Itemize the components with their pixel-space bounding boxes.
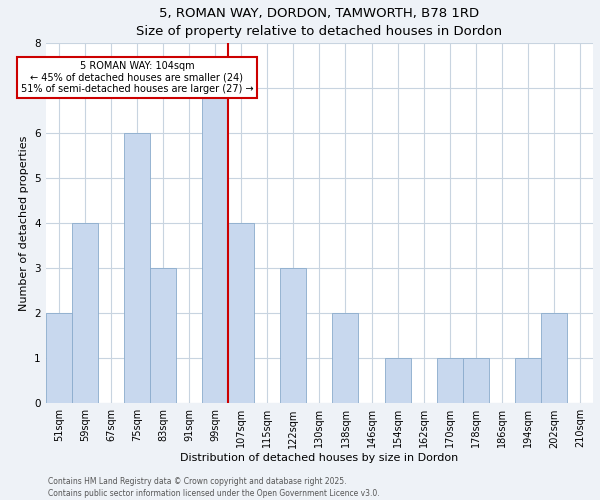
Bar <box>46 314 72 404</box>
Bar <box>150 268 176 404</box>
X-axis label: Distribution of detached houses by size in Dordon: Distribution of detached houses by size … <box>180 453 458 463</box>
Bar <box>515 358 541 404</box>
Bar <box>541 314 567 404</box>
Bar <box>124 134 150 404</box>
Bar <box>332 314 358 404</box>
Title: 5, ROMAN WAY, DORDON, TAMWORTH, B78 1RD
Size of property relative to detached ho: 5, ROMAN WAY, DORDON, TAMWORTH, B78 1RD … <box>136 7 502 38</box>
Bar <box>463 358 489 404</box>
Bar <box>280 268 307 404</box>
Bar <box>385 358 410 404</box>
Bar <box>437 358 463 404</box>
Bar <box>72 224 98 404</box>
Text: 5 ROMAN WAY: 104sqm
← 45% of detached houses are smaller (24)
51% of semi-detach: 5 ROMAN WAY: 104sqm ← 45% of detached ho… <box>20 62 253 94</box>
Bar <box>202 88 228 404</box>
Bar <box>228 224 254 404</box>
Y-axis label: Number of detached properties: Number of detached properties <box>19 136 29 311</box>
Text: Contains HM Land Registry data © Crown copyright and database right 2025.
Contai: Contains HM Land Registry data © Crown c… <box>48 476 380 498</box>
